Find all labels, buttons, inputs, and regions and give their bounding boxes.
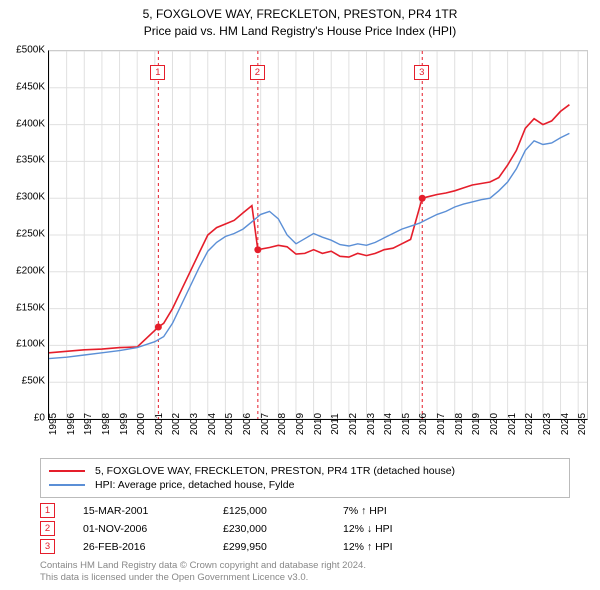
sale-price: £125,000 bbox=[223, 505, 343, 517]
x-tick-label: 2020 bbox=[489, 413, 500, 435]
sales-row: 2 01-NOV-2006£230,00012% ↓ HPI bbox=[40, 521, 393, 536]
title-address: 5, FOXGLOVE WAY, FRECKLETON, PRESTON, PR… bbox=[0, 6, 600, 23]
y-tick-label: £200K bbox=[3, 265, 45, 276]
sale-marker-number: 3 bbox=[414, 65, 429, 80]
x-tick-label: 1995 bbox=[48, 413, 59, 435]
sale-price: £299,950 bbox=[223, 541, 343, 553]
x-tick-label: 2016 bbox=[418, 413, 429, 435]
title-block: 5, FOXGLOVE WAY, FRECKLETON, PRESTON, PR… bbox=[0, 0, 600, 40]
sale-number-badge: 2 bbox=[40, 521, 55, 536]
sale-hpi-delta: 12% ↑ HPI bbox=[343, 541, 393, 553]
sales-row: 1 15-MAR-2001£125,0007% ↑ HPI bbox=[40, 503, 393, 518]
y-tick-label: £300K bbox=[3, 192, 45, 203]
legend-label: 5, FOXGLOVE WAY, FRECKLETON, PRESTON, PR… bbox=[95, 465, 455, 477]
y-tick-label: £0 bbox=[3, 413, 45, 424]
y-tick-label: £150K bbox=[3, 302, 45, 313]
x-tick-label: 2006 bbox=[242, 413, 253, 435]
y-tick-label: £100K bbox=[3, 339, 45, 350]
y-tick-label: £250K bbox=[3, 229, 45, 240]
x-tick-label: 2018 bbox=[454, 413, 465, 435]
sale-marker-number: 1 bbox=[150, 65, 165, 80]
copyright-line2: This data is licensed under the Open Gov… bbox=[40, 572, 366, 584]
legend-swatch bbox=[49, 470, 85, 472]
sale-number-badge: 1 bbox=[40, 503, 55, 518]
x-tick-label: 1996 bbox=[66, 413, 77, 435]
x-tick-label: 2024 bbox=[560, 413, 571, 435]
y-tick-label: £500K bbox=[3, 45, 45, 56]
x-tick-label: 2025 bbox=[577, 413, 588, 435]
y-tick-label: £350K bbox=[3, 155, 45, 166]
x-tick-label: 2009 bbox=[295, 413, 306, 435]
x-tick-label: 1998 bbox=[101, 413, 112, 435]
x-tick-label: 2010 bbox=[313, 413, 324, 435]
x-tick-label: 2019 bbox=[471, 413, 482, 435]
x-tick-label: 2012 bbox=[348, 413, 359, 435]
legend-swatch bbox=[49, 484, 85, 485]
x-tick-label: 2023 bbox=[542, 413, 553, 435]
y-tick-label: £450K bbox=[3, 81, 45, 92]
y-tick-label: £50K bbox=[3, 376, 45, 387]
legend-row: 5, FOXGLOVE WAY, FRECKLETON, PRESTON, PR… bbox=[49, 465, 561, 477]
x-tick-label: 1997 bbox=[83, 413, 94, 435]
sale-hpi-delta: 7% ↑ HPI bbox=[343, 505, 387, 517]
sale-hpi-delta: 12% ↓ HPI bbox=[343, 523, 393, 535]
y-tick-label: £400K bbox=[3, 118, 45, 129]
sales-table: 1 15-MAR-2001£125,0007% ↑ HPI 2 01-NOV-2006… bbox=[40, 500, 393, 557]
sale-marker-number: 2 bbox=[250, 65, 265, 80]
legend-row: HPI: Average price, detached house, Fyld… bbox=[49, 479, 561, 491]
x-tick-label: 2008 bbox=[277, 413, 288, 435]
sale-date: 26-FEB-2016 bbox=[83, 541, 223, 553]
x-tick-label: 2014 bbox=[383, 413, 394, 435]
sale-date: 15-MAR-2001 bbox=[83, 505, 223, 517]
x-tick-label: 2002 bbox=[171, 413, 182, 435]
title-subtitle: Price paid vs. HM Land Registry's House … bbox=[0, 23, 600, 40]
x-tick-label: 2011 bbox=[330, 413, 341, 435]
x-tick-label: 2017 bbox=[436, 413, 447, 435]
x-tick-label: 2015 bbox=[401, 413, 412, 435]
legend-label: HPI: Average price, detached house, Fyld… bbox=[95, 479, 294, 491]
x-tick-label: 2003 bbox=[189, 413, 200, 435]
x-tick-label: 2000 bbox=[136, 413, 147, 435]
x-tick-label: 2004 bbox=[207, 413, 218, 435]
x-tick-label: 2022 bbox=[524, 413, 535, 435]
x-tick-label: 2021 bbox=[507, 413, 518, 435]
x-tick-label: 1999 bbox=[119, 413, 130, 435]
sale-price: £230,000 bbox=[223, 523, 343, 535]
sale-number-badge: 3 bbox=[40, 539, 55, 554]
sales-row: 3 26-FEB-2016£299,95012% ↑ HPI bbox=[40, 539, 393, 554]
x-tick-label: 2007 bbox=[260, 413, 271, 435]
chart-container: 5, FOXGLOVE WAY, FRECKLETON, PRESTON, PR… bbox=[0, 0, 600, 590]
chart-plot-area bbox=[48, 50, 588, 420]
x-tick-label: 2013 bbox=[366, 413, 377, 435]
sale-date: 01-NOV-2006 bbox=[83, 523, 223, 535]
chart-svg bbox=[49, 51, 587, 419]
legend: 5, FOXGLOVE WAY, FRECKLETON, PRESTON, PR… bbox=[40, 458, 570, 498]
copyright: Contains HM Land Registry data © Crown c… bbox=[40, 560, 366, 585]
x-tick-label: 2001 bbox=[154, 413, 165, 435]
copyright-line1: Contains HM Land Registry data © Crown c… bbox=[40, 560, 366, 572]
x-tick-label: 2005 bbox=[224, 413, 235, 435]
